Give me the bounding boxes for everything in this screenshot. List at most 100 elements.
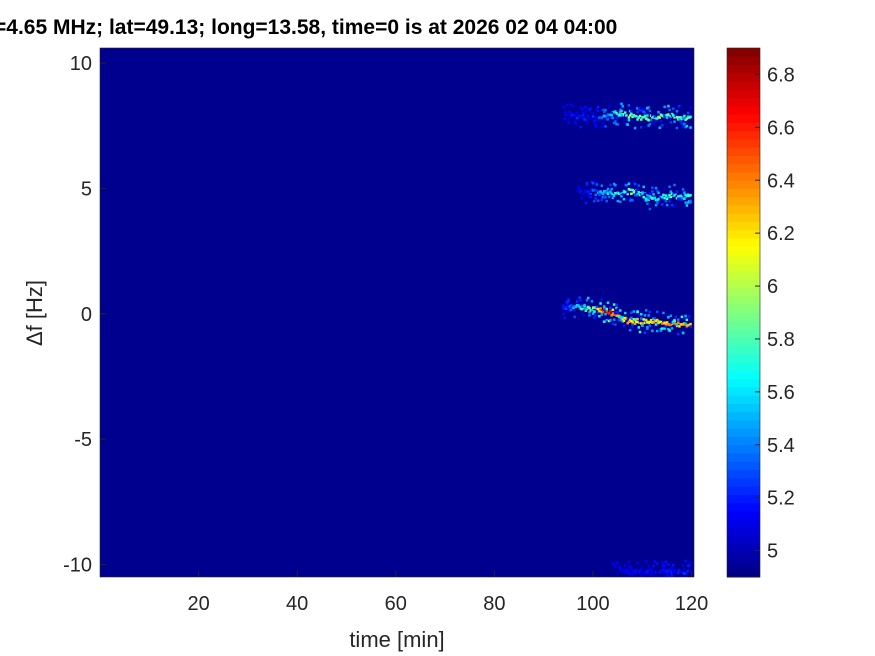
colorbar-segment [727,180,760,190]
heatmap-cell [619,108,622,111]
heatmap-cell [580,108,584,111]
colorbar-segment [727,469,760,479]
heatmap-cell [689,561,692,564]
heatmap-cell [613,582,616,585]
colorbar-segment [727,304,760,313]
heatmap-cell [684,322,687,326]
heatmap-cell [647,198,650,201]
y-tick-label: 5 [81,178,92,200]
heatmap-cell [605,310,609,313]
y-axis-label: Δf [Hz] [22,280,47,346]
heatmap-cell [675,126,679,130]
heatmap-cell [653,316,657,320]
heatmap-cell [656,189,659,193]
heatmap-cell [660,125,664,128]
heatmap-cell [643,314,647,317]
heatmap-cell [627,182,631,185]
heatmap-cell [626,318,629,321]
colorbar-tick-label: 5 [767,541,778,563]
heatmap-cell [681,193,685,196]
heatmap-cell [584,201,588,205]
heatmap-cell [644,199,648,202]
heatmap-cell [635,320,638,324]
colorbar-segment [727,147,760,156]
heatmap-cell [607,195,611,199]
heatmap-cell [683,572,686,575]
heatmap-cell [569,111,573,115]
heatmap-cell [642,185,645,189]
colorbar-segment [727,370,760,380]
heatmap-cell [609,183,612,187]
heatmap-cell [594,314,597,317]
colorbar-segment [727,403,760,413]
heatmap-cell [660,570,664,574]
heatmap-cell [652,575,655,577]
heatmap-cell [588,314,591,317]
heatmap-cell [675,115,679,119]
heatmap-cell [563,117,567,121]
heatmap-cell [630,311,633,314]
heatmap-cell [599,302,602,305]
y-tick-label: 10 [70,53,92,75]
colorbar-segment [727,48,760,57]
heatmap-cell [676,318,680,321]
heatmap-cell [614,580,617,583]
heatmap-cell [585,298,589,302]
colorbar-segment [727,254,760,264]
colorbar-segment [727,64,760,74]
heatmap-cell [654,203,658,207]
heatmap-cell [640,317,643,320]
heatmap-cell [614,564,617,568]
heatmap-cell [640,313,643,316]
heatmap-cell [685,318,689,322]
colorbar-segment [727,130,760,140]
heatmap-cell [628,565,632,568]
heatmap-cell [678,118,681,121]
heatmap-cell [681,117,685,120]
heatmap-cell [663,327,666,330]
heatmap-cell [631,325,634,328]
x-tick-label: 100 [576,593,609,615]
heatmap-cell [622,580,625,583]
heatmap-cell [596,109,600,112]
heatmap-cell [685,124,689,128]
heatmap-cell [630,316,633,320]
heatmap-cell [619,316,622,319]
heatmap-cell [599,307,602,310]
colorbar-segment [727,419,760,429]
colorbar-tick-label: 6.2 [767,223,795,245]
heatmap-cell [651,329,654,333]
heatmap-cell [589,107,592,110]
heatmap-cell [665,197,669,201]
heatmap-cell [680,196,684,200]
heatmap-cell [600,116,604,120]
heatmap-cell [632,180,636,184]
heatmap-cell [660,203,664,206]
colorbar-segment [727,271,760,280]
heatmap-cell [594,124,597,127]
colorbar-segment [727,81,760,90]
heatmap-cell [663,187,666,190]
heatmap-cell [619,309,622,312]
heatmap-cell [566,103,569,107]
heatmap-cell [656,310,659,314]
heatmap-cell [670,574,674,577]
heatmap-cell [609,306,612,310]
colorbar-tick-label: 5.6 [767,382,795,404]
heatmap-cell [679,105,682,109]
heatmap-cell [582,111,585,115]
heatmap-cell [670,566,674,569]
heatmap-cell [621,318,625,321]
colorbar-segment [727,510,760,520]
heatmap-cell [642,116,645,119]
heatmap-cell [616,311,620,314]
heatmap-cell [659,120,663,123]
heatmap-cell [681,188,685,191]
heatmap-cell [646,202,649,206]
heatmap-cell [688,564,691,568]
heatmap-cell [599,197,602,200]
heatmap-cell [646,570,649,573]
heatmap-cell [566,112,569,115]
heatmap-cell [594,180,597,184]
colorbar-segment [727,444,760,454]
